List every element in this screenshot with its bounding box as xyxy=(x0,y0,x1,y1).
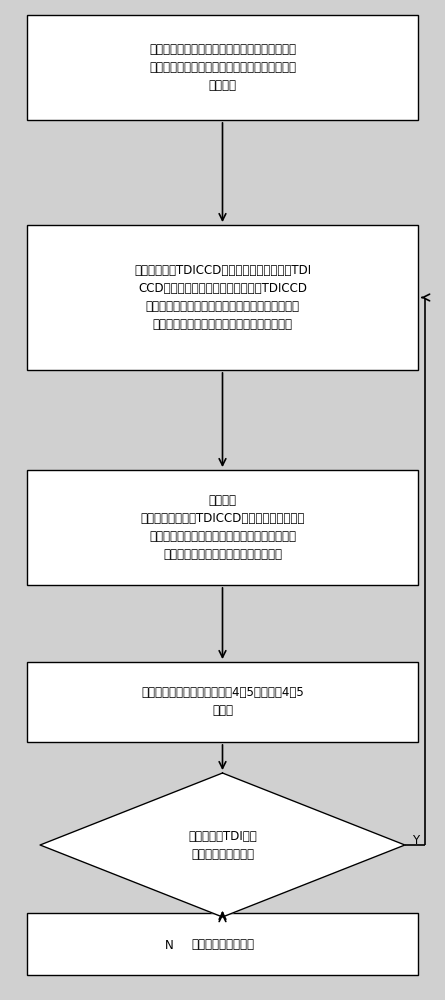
Text: 判读图像在TDI方向
上是否存在分辨衰减: 判读图像在TDI方向 上是否存在分辨衰减 xyxy=(188,830,257,860)
Text: N: N xyxy=(165,939,174,952)
Text: Y: Y xyxy=(412,834,419,846)
Text: 驱动精密转台平稳旋转，拍照4～5次，记录4～5
帧图像: 驱动精密转台平稳旋转，拍照4～5次，记录4～5 帧图像 xyxy=(141,686,304,718)
Text: 设定精密
转台的速度，控制TDICCD行转移脉冲信号，从
起始位置平稳旋转开始拍照，到达结束位置时停
止拍照，并返回起始位置，记录图像。: 设定精密 转台的速度，控制TDICCD行转移脉冲信号，从 起始位置平稳旋转开始拍… xyxy=(140,494,305,561)
Text: 选用光源及鉴别率板，鉴别率板经平行光管后，
发散光变成平行光，鉴别率板成像在被测镜头的
焦平面上: 选用光源及鉴别率板，鉴别率板经平行光管后， 发散光变成平行光，鉴别率板成像在被测… xyxy=(149,43,296,92)
Bar xyxy=(27,662,418,742)
Bar xyxy=(27,15,418,120)
Bar xyxy=(27,913,418,975)
Text: 将被测镜头与TDICCD放置在的精密转台上，TDI
CCD与被测镜头的焦平面重合，确定TDICCD
行转移脉冲信号的驱动频率，根据被测镜头的粗测
焦距和误差范围: 将被测镜头与TDICCD放置在的精密转台上，TDI CCD与被测镜头的焦平面重合… xyxy=(134,264,311,331)
Polygon shape xyxy=(40,773,405,917)
Bar xyxy=(27,225,418,370)
Bar xyxy=(27,470,418,585)
Text: 计算出被测镜头焦距: 计算出被测镜头焦距 xyxy=(191,938,254,950)
